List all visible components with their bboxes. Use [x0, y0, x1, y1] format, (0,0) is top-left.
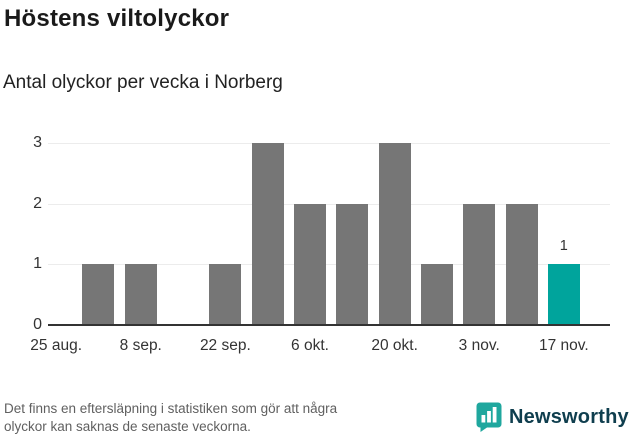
- gridline: [48, 264, 610, 266]
- y-axis-label: 3: [33, 134, 42, 151]
- bar: [209, 264, 242, 325]
- y-axis-label: 0: [33, 316, 42, 333]
- footnote: Det finns en eftersläpning i statistiken…: [4, 400, 464, 436]
- bar-value-label: 1: [559, 238, 568, 255]
- newsworthy-wordmark: Newsworthy: [509, 405, 629, 428]
- x-axis-line: [48, 324, 610, 326]
- footnote-line1: Det finns en eftersläpning i statistiken…: [4, 401, 338, 416]
- bar: [82, 264, 115, 325]
- x-axis-label: 6 okt.: [291, 337, 329, 354]
- bar: [378, 143, 411, 325]
- x-axis-label: 8 sep.: [119, 337, 162, 354]
- x-axis-label: 3 nov.: [458, 337, 500, 354]
- x-axis-label: 25 aug.: [30, 337, 82, 354]
- gridline: [48, 203, 610, 205]
- bar: [463, 203, 496, 325]
- chart-title: Höstens viltolyckor: [4, 5, 230, 32]
- bar: [336, 203, 369, 325]
- bar: [420, 264, 453, 325]
- bar: [251, 143, 284, 325]
- x-axis-label: 22 sep.: [199, 337, 251, 354]
- newsworthy-icon: [476, 402, 502, 432]
- newsworthy-logo: Newsworthy: [476, 402, 629, 432]
- bar-highlighted: [547, 264, 580, 325]
- y-axis-label: 1: [33, 255, 42, 273]
- footnote-line2: olyckor kan saknas de senaste veckorna.: [4, 419, 251, 434]
- bar: [294, 203, 326, 325]
- y-axis-label: 2: [33, 194, 42, 212]
- chart-subtitle: Antal olyckor per vecka i Norberg: [3, 72, 283, 93]
- bar: [505, 203, 538, 325]
- bar: [124, 264, 157, 325]
- x-axis-label: 17 nov.: [538, 337, 589, 354]
- x-axis-label: 20 okt.: [371, 337, 418, 354]
- gridline: [48, 143, 610, 144]
